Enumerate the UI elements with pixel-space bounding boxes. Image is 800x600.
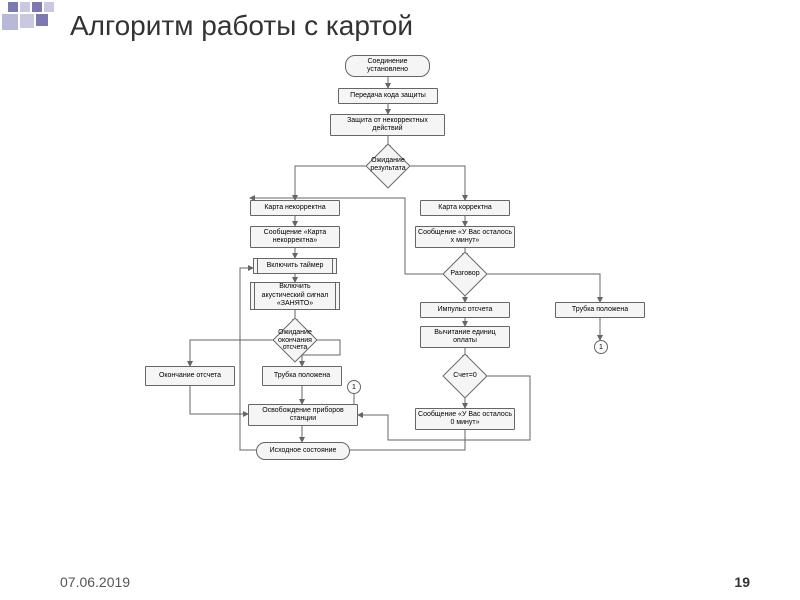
flowchart-diagram: Соединение установлено Передача кода защи… bbox=[0, 50, 800, 570]
flow-node-end: Исходное состояние bbox=[256, 442, 350, 460]
flow-node-n_timer: Включить таймер bbox=[253, 258, 337, 274]
flow-node-n_code: Передача кода защиты bbox=[338, 88, 438, 104]
flow-node-d_count0 bbox=[442, 353, 487, 398]
flow-node-d_waitend bbox=[272, 317, 317, 362]
flow-connector-c1: 1 bbox=[594, 340, 608, 354]
flow-node-n_impulse: Импульс отсчета bbox=[420, 302, 510, 318]
flow-node-n_release: Освобождение приборов станции bbox=[248, 404, 358, 426]
page-number: 19 bbox=[734, 574, 750, 590]
flow-node-d_talk bbox=[442, 251, 487, 296]
flow-node-n_busy: Включить акустический сигнал «ЗАНЯТО» bbox=[250, 282, 340, 310]
page-title: Алгоритм работы с картой bbox=[70, 10, 413, 42]
flow-node-n_msg_in: Сообщение «Карта некорректна» bbox=[250, 226, 340, 248]
flow-connector-c2: 1 bbox=[347, 380, 361, 394]
flow-node-n_endcnt: Окончание отсчета bbox=[145, 366, 235, 386]
slide-date: 07.06.2019 bbox=[60, 574, 130, 590]
flow-node-n_incor: Карта некорректна bbox=[250, 200, 340, 216]
flow-node-start: Соединение установлено bbox=[345, 55, 430, 77]
flow-node-n_cor: Карта корректна bbox=[420, 200, 510, 216]
flow-node-n_msg0: Сообщение «У Вас осталось 0 минут» bbox=[415, 408, 515, 430]
flow-node-n_tube2: Трубка положена bbox=[555, 302, 645, 318]
flow-node-n_tube1: Трубка положена bbox=[262, 366, 342, 386]
flow-node-d_wait bbox=[365, 143, 410, 188]
flow-node-n_msg_cor: Сообщение «У Вас осталось х минут» bbox=[415, 226, 515, 248]
flow-node-n_subtract: Вычитание единиц оплаты bbox=[420, 326, 510, 348]
flow-node-n_protect: Защита от некорректных действий bbox=[330, 114, 445, 136]
